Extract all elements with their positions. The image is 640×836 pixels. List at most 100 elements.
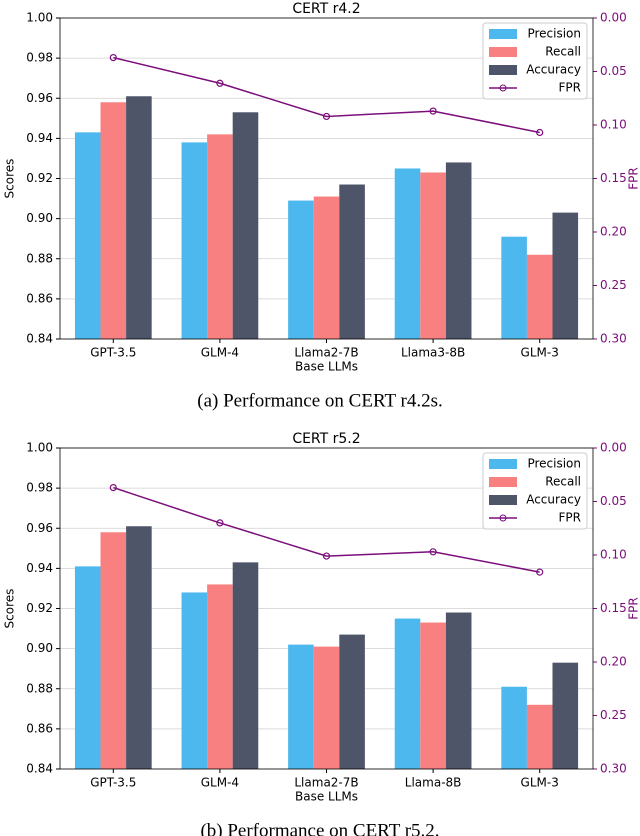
y2-tick-label: 0.30 (600, 762, 627, 776)
legend-label: Accuracy (526, 63, 581, 77)
legend-swatch (489, 459, 517, 469)
y2-tick-label: 0.10 (600, 118, 627, 132)
bar (181, 592, 208, 769)
y-tick-label: 0.88 (26, 681, 53, 695)
y-tick-label: 0.90 (26, 641, 53, 655)
plot-frame (59, 17, 594, 340)
fpr-line (113, 56, 540, 134)
y2-tick-label: 0.00 (600, 11, 627, 25)
legend-swatch (489, 47, 517, 57)
x-tick-label: GLM-4 (201, 776, 239, 790)
y2-tick-label: 0.15 (600, 601, 627, 615)
y-tick-label: 0.98 (26, 51, 53, 65)
bar (552, 212, 579, 339)
x-tick-label: GPT-3.5 (90, 776, 136, 790)
caption: (a) Performance on CERT r4.2s. (197, 390, 442, 411)
bar (526, 254, 553, 339)
legend-label: Precision (527, 27, 581, 41)
legend-marker (499, 84, 507, 92)
legend-swatch (489, 29, 517, 39)
x-tick-label: GLM-3 (521, 776, 559, 790)
x-tick-label: GPT-3.5 (90, 346, 136, 360)
x-axis-label: Base LLMs (295, 790, 358, 804)
y-tick-label: 0.88 (26, 251, 53, 265)
legend-label: Recall (545, 45, 581, 59)
bar (313, 646, 340, 769)
fpr-marker (322, 552, 331, 560)
plot-frame (59, 447, 594, 770)
fpr-marker (536, 568, 544, 576)
y2-tick-label: 0.20 (600, 655, 627, 669)
y2-axis-label: FPR (627, 167, 640, 189)
y2-tick-label: 0.20 (600, 225, 627, 239)
bar (207, 584, 233, 769)
legend-box (482, 22, 588, 100)
fpr-marker (109, 53, 117, 62)
y2-tick-label: 0.25 (600, 708, 627, 722)
legend-label: FPR (559, 511, 581, 525)
y-tick-label: 1.00 (26, 441, 53, 455)
bar (339, 184, 365, 339)
y-tick-label: 0.90 (26, 211, 53, 225)
y-tick-label: 0.94 (26, 131, 53, 145)
x-tick-label: Llama-8B (405, 776, 462, 790)
bar (339, 634, 365, 769)
y2-tick-label: 0.00 (600, 441, 627, 455)
y-axis-label: Scores (3, 159, 17, 199)
y-tick-label: 0.92 (26, 171, 53, 185)
bar (74, 566, 101, 769)
fpr-line (113, 486, 540, 573)
bar (126, 96, 152, 340)
chart: CERT r5.2 0.84 0.86 0.88 0.90 0.92 0.94 0.96 0.9… (3, 431, 640, 836)
bar (207, 134, 233, 339)
y2-tick-label: 0.25 (600, 278, 627, 292)
bar (126, 526, 152, 769)
bar (445, 612, 472, 769)
fpr-marker (322, 112, 331, 121)
fpr-marker (109, 483, 117, 492)
bar (394, 618, 421, 769)
x-tick-label: Llama2-7B (294, 776, 358, 790)
bar (74, 132, 101, 339)
y-tick-label: 0.94 (26, 561, 53, 575)
caption: (b) Performance on CERT r5.2. (200, 820, 439, 836)
bar (420, 172, 446, 339)
y-tick-label: 0.92 (26, 601, 53, 615)
bar (100, 532, 127, 769)
fpr-marker (216, 79, 224, 87)
legend-swatch (489, 495, 517, 505)
bar (313, 196, 340, 339)
bar (232, 562, 259, 769)
bar (420, 622, 446, 769)
legend-label: FPR (559, 81, 581, 95)
bar (288, 644, 314, 769)
y2-tick-label: 0.30 (600, 332, 627, 346)
y-tick-label: 0.84 (26, 332, 53, 346)
y-tick-label: 0.96 (26, 521, 53, 535)
y-tick-label: 0.86 (26, 721, 53, 735)
bar (501, 686, 527, 769)
y2-tick-label: 0.05 (600, 64, 627, 78)
bar (552, 662, 579, 769)
y-tick-label: 0.84 (26, 762, 53, 776)
legend-label: Precision (527, 457, 581, 471)
y2-axis-label: FPR (627, 597, 640, 619)
y-tick-label: 0.86 (26, 291, 53, 305)
bar (526, 704, 553, 769)
legend-label: Recall (545, 475, 581, 489)
bar (232, 112, 259, 339)
y-tick-label: 1.00 (26, 11, 53, 25)
fpr-marker (536, 128, 544, 137)
legend-label: Accuracy (526, 493, 581, 507)
bar (445, 162, 472, 339)
y-axis-label: Scores (3, 589, 17, 629)
y2-tick-label: 0.10 (600, 548, 627, 562)
legend-swatch (489, 65, 517, 75)
legend-marker (499, 514, 507, 522)
x-tick-label: GLM-4 (201, 346, 239, 360)
y2-tick-label: 0.15 (600, 171, 627, 185)
bar (100, 102, 127, 339)
legend-box (482, 452, 588, 530)
